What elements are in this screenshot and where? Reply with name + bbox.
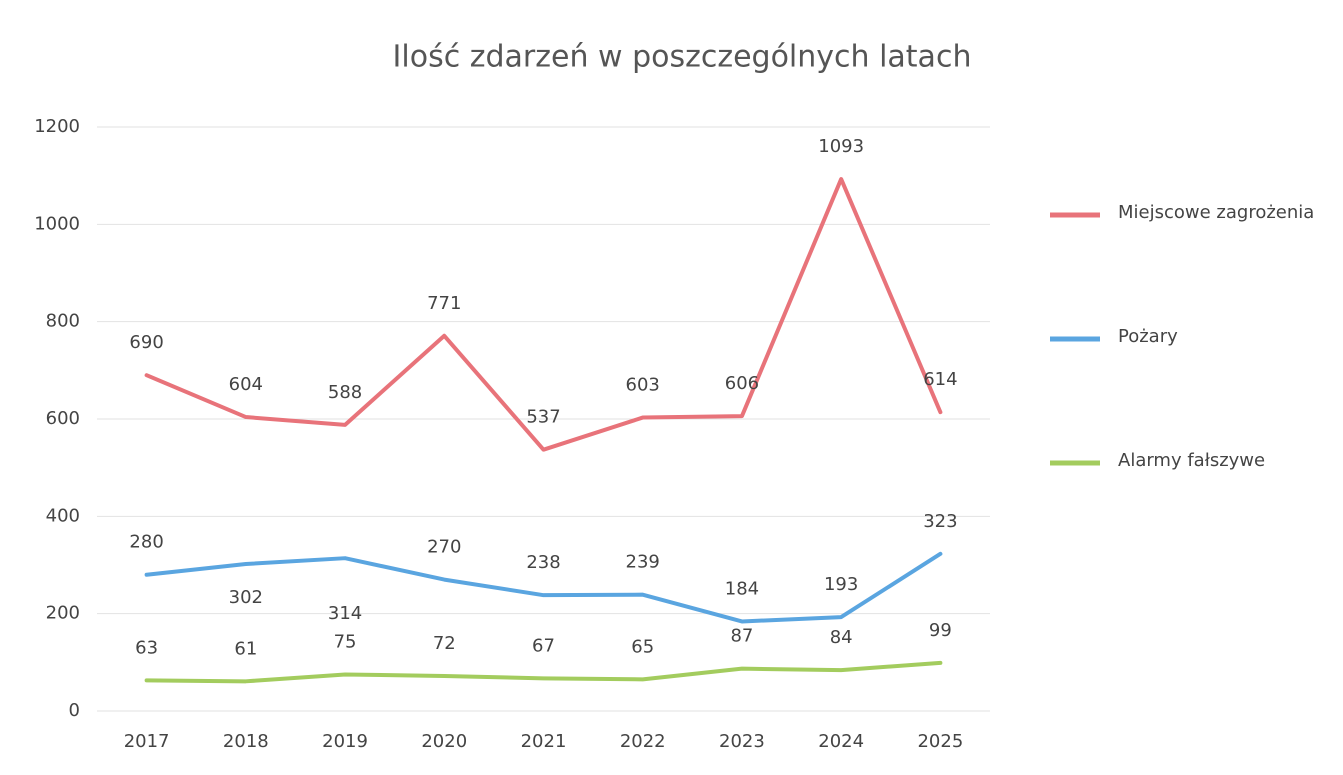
- data-label: 84: [830, 627, 853, 648]
- data-label: 184: [725, 578, 759, 599]
- data-label: 280: [129, 532, 163, 553]
- data-label: 270: [427, 537, 461, 558]
- x-tick-label: 2017: [124, 731, 170, 752]
- series-line: [144, 551, 943, 624]
- data-label: 690: [129, 332, 163, 353]
- data-label: 302: [229, 587, 263, 608]
- legend-label: Miejscowe zagrożenia: [1118, 202, 1314, 223]
- data-label: 239: [626, 552, 660, 573]
- data-label: 193: [824, 574, 858, 595]
- x-tick-label: 2023: [719, 731, 765, 752]
- data-label: 537: [526, 407, 560, 428]
- data-label: 1093: [818, 136, 864, 157]
- data-label: 67: [532, 635, 555, 656]
- data-label: 323: [923, 511, 957, 532]
- x-tick-label: 2021: [521, 731, 567, 752]
- data-label: 87: [730, 626, 753, 647]
- x-tick-label: 2018: [223, 731, 269, 752]
- legend-label: Alarmy fałszywe: [1118, 450, 1265, 471]
- y-tick-label: 400: [46, 505, 80, 526]
- data-label: 65: [631, 636, 654, 657]
- chart-title: Ilość zdarzeń w poszczególnych latach: [393, 40, 972, 75]
- legend-label: Pożary: [1118, 326, 1178, 347]
- y-tick-label: 600: [46, 408, 80, 429]
- data-label: 588: [328, 382, 362, 403]
- x-tick-label: 2025: [917, 731, 963, 752]
- data-label: 63: [135, 637, 158, 658]
- x-tick-label: 2019: [322, 731, 368, 752]
- data-label: 614: [923, 369, 957, 390]
- data-label: 603: [626, 375, 660, 396]
- data-label: 771: [427, 293, 461, 314]
- x-tick-label: 2020: [421, 731, 467, 752]
- x-tick-label: 2022: [620, 731, 666, 752]
- data-label: 61: [234, 638, 257, 659]
- data-label: 99: [929, 620, 952, 641]
- data-label: 72: [433, 633, 456, 654]
- x-tick-label: 2024: [818, 731, 864, 752]
- y-tick-label: 1000: [34, 213, 80, 234]
- data-label: 75: [334, 632, 357, 653]
- y-tick-label: 800: [46, 311, 80, 332]
- y-tick-label: 200: [46, 603, 80, 624]
- data-label: 314: [328, 603, 362, 624]
- data-label: 606: [725, 373, 759, 394]
- y-tick-label: 0: [69, 700, 80, 721]
- data-label: 604: [229, 374, 263, 395]
- series-line: [144, 660, 943, 684]
- y-tick-label: 1200: [34, 116, 80, 137]
- series-line: [144, 177, 943, 452]
- data-label: 238: [526, 552, 560, 573]
